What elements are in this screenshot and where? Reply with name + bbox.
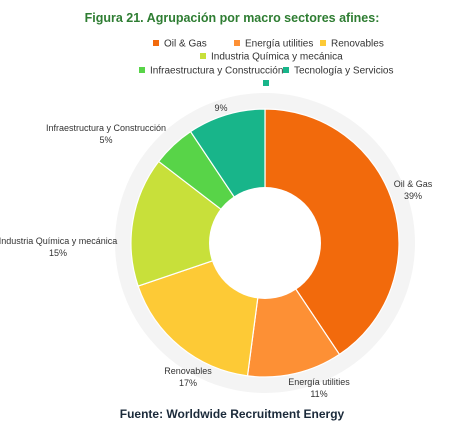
slice-value-label: 15% (49, 248, 67, 258)
chart-legend: Oil & Gas Energía utilities Renovables Indu… (139, 39, 394, 86)
chart-title: Figura 21. Agrupación por macro sectores… (85, 11, 380, 25)
slice-category-label: Energía utilities (288, 377, 350, 387)
legend-item-tecnologia-y-servicios: Tecnología y Servicios (294, 66, 394, 77)
slice-labels: Oil & Gas 39% Energía utilities 11% Renovabl… (0, 103, 433, 399)
legend-item-infraestructura-y-construccion: Infraestructura y Construcción (150, 66, 283, 77)
slice-industria-quimica-y-mecanica (130, 160, 267, 287)
legend-marker (263, 80, 269, 86)
chart-source: Fuente: Worldwide Recruitment Energy (120, 407, 345, 421)
legend-item-industria-quimica-y-mecanica: Industria Química y mecánica (211, 52, 343, 63)
slice-category-label: Industria Química y mecánica (0, 236, 117, 246)
legend-swatch (283, 67, 289, 73)
legend-swatch (234, 40, 240, 46)
slice-value-label: 11% (310, 389, 327, 399)
legend-swatch (200, 53, 206, 59)
slice-value-label: 17% (179, 378, 197, 388)
legend-swatch (153, 40, 159, 46)
slice-value-label: 39% (404, 191, 422, 201)
slice-category-label: Oil & Gas (394, 179, 433, 189)
slice-category-label: Renovables (164, 366, 212, 376)
slice-value-label: 9% (214, 103, 227, 113)
donut-slices (130, 108, 400, 378)
donut-hole (209, 187, 321, 299)
slice-value-label: 5% (99, 135, 112, 145)
slice-category-label: Infraestructura y Construcción (46, 123, 166, 133)
legend-item-energia-utilities: Energía utilities (245, 39, 313, 50)
legend-swatch (139, 67, 145, 73)
legend-item-renovables: Renovables (331, 39, 384, 50)
legend-swatch (320, 40, 326, 46)
legend-item-oil-gas: Oil & Gas (164, 39, 207, 50)
